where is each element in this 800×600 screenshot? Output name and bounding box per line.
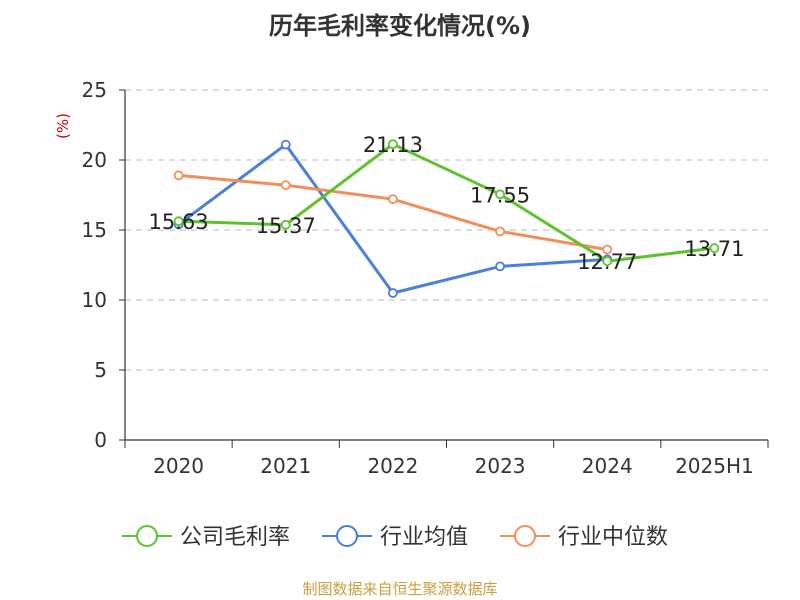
x-tick-label: 2022 [367,454,418,478]
data-point [173,170,184,181]
x-tick-label: 2020 [153,454,204,478]
data-point [388,139,398,150]
data-point [709,243,720,253]
x-tick-label: 2024 [582,454,633,478]
series-line [178,173,608,252]
source-note: 制图数据来自恒生聚源数据库 [302,580,498,598]
data-point [173,216,184,227]
legend-marker-icon [514,525,536,547]
x-tick-label: 2023 [475,454,526,478]
data-label: 12.77 [577,250,637,274]
y-tick-label: 15 [82,218,107,242]
y-tick-label: 0 [94,428,107,452]
series-line [178,142,715,263]
legend-item: 行业均值 [322,525,468,550]
data-point [388,194,398,205]
data-label: 21.13 [363,133,423,157]
legend-label: 公司毛利率 [180,525,290,550]
data-point [280,139,291,150]
data-point [602,244,613,255]
legend-marker-icon [136,525,158,547]
y-axis-label: (%) [54,113,72,139]
grid-lines [125,89,768,371]
legend-marker-icon [336,525,358,547]
data-label: 17.55 [470,183,530,207]
legend-item: 行业中位数 [500,525,668,550]
data-point [495,261,505,272]
data-point [388,288,398,298]
series-line [177,143,608,295]
legend-label: 行业中位数 [558,525,668,550]
data-labels: 15.63 15.37 21.13 17.55 12.77 13.71 [149,133,745,274]
y-tick-label: 10 [82,288,107,312]
axes: 0 5 10 15 20 25 (%) 2020 2021 2022 2023 2024 2025H1 [54,78,769,478]
data-label: 15.37 [256,214,316,238]
data-point [495,189,505,200]
series-lines [173,139,720,298]
legend-label: 行业均值 [380,525,468,550]
legend: 公司毛利率 行业均值 行业中位数 [122,525,668,550]
data-label: 13.71 [684,237,744,261]
y-tick-label: 20 [82,148,107,172]
data-point [602,256,613,267]
chart-title: 历年毛利率变化情况(%) [269,12,531,40]
x-tick-label: 2025H1 [675,454,754,478]
legend-item: 公司毛利率 [122,525,290,550]
data-point [280,180,291,191]
y-tick-label: 25 [82,78,107,102]
y-tick-label: 5 [94,358,107,382]
data-point [495,226,505,237]
data-point [280,219,291,230]
data-label: 15.63 [149,210,209,234]
x-tick-label: 2021 [260,454,311,478]
